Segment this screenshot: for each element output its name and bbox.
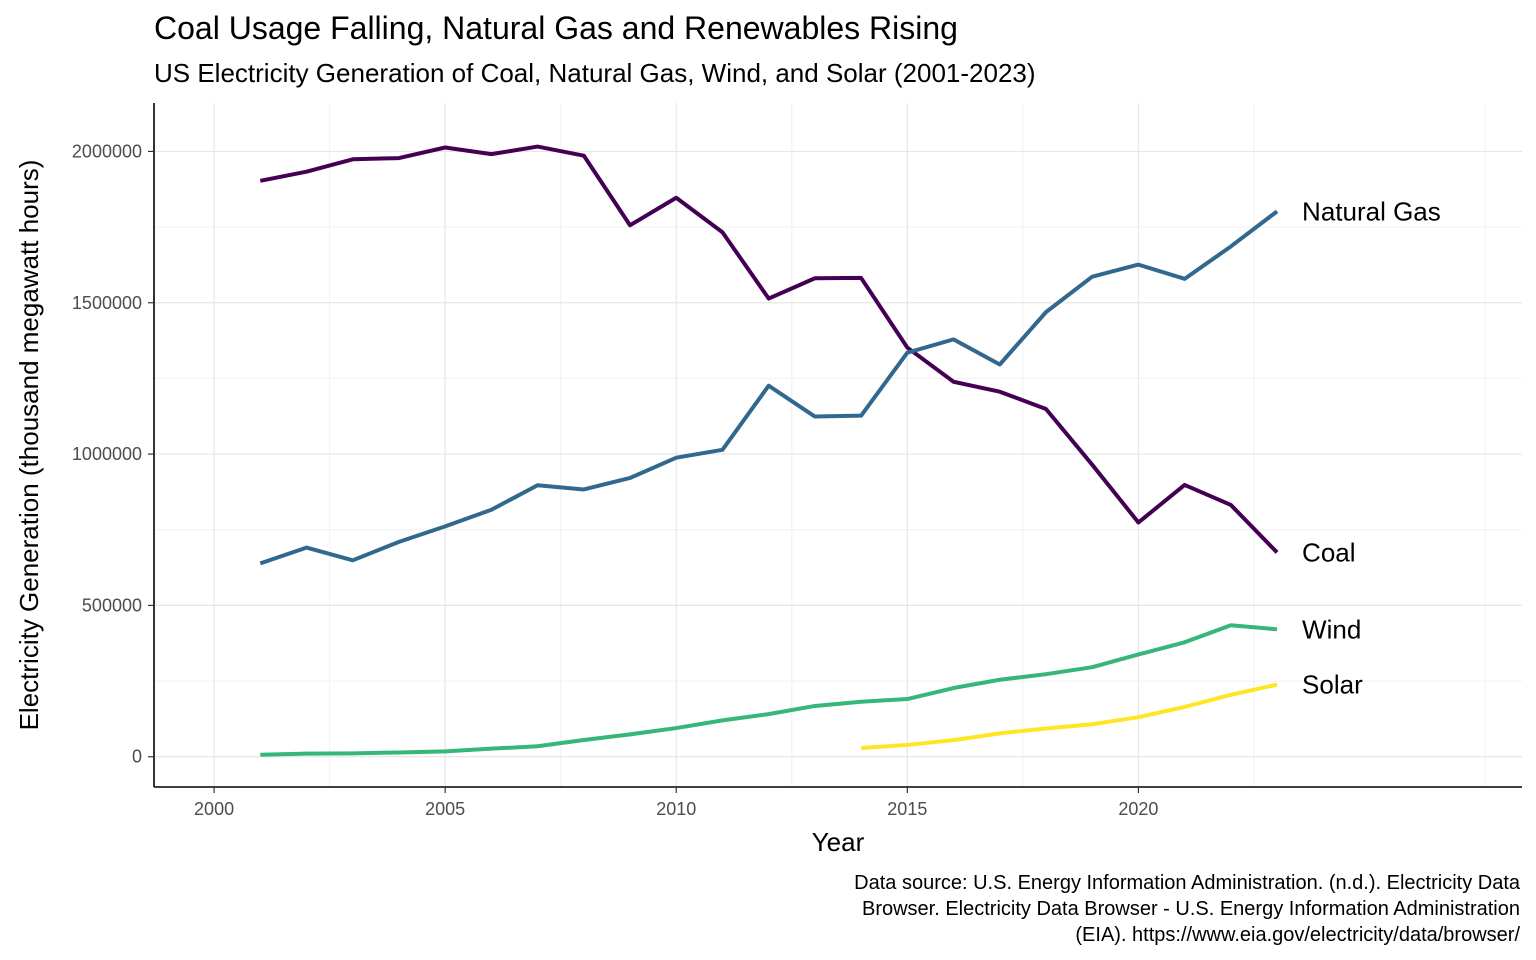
y-tick-label: 1000000 [72,444,142,464]
y-tick-label: 1500000 [72,293,142,313]
caption-line: Browser. Electricity Data Browser - U.S.… [861,898,1520,920]
y-axis-title: Electricity Generation (thousand megawat… [14,160,44,731]
x-tick-label: 2020 [1118,799,1158,819]
coal-series-line [259,144,1279,554]
axes [153,103,1522,788]
chart-subtitle: US Electricity Generation of Coal, Natur… [154,58,1036,88]
x-tick-label: 2015 [887,799,927,819]
series-lines [259,144,1279,757]
series-labels: Coal Natural Gas Wind Solar [1302,196,1441,699]
x-tick-label: 2000 [194,799,234,819]
x-axis-title: Year [812,827,865,857]
wind-series-label: Wind [1302,614,1361,644]
x-tick-label: 2010 [656,799,696,819]
solar-series-label: Solar [1302,670,1363,700]
y-tick-label: 500000 [82,595,142,615]
y-tick-label: 2000000 [72,141,142,161]
natural-gas-series-line [259,209,1279,566]
wind-series-line [260,623,1278,757]
y-tick-label: 0 [132,747,142,767]
caption-line: Data source: U.S. Energy Information Adm… [854,872,1520,894]
data-source-caption: Data source: U.S. Energy Information Adm… [854,870,1520,948]
solar-series-line [860,682,1278,750]
natural-gas-series-label: Natural Gas [1302,196,1441,226]
caption-line: (EIA). https://www.eia.gov/electricity/d… [1075,924,1520,946]
tick-labels: 2000 2005 2010 2015 2020 0 500000 1000000 150000… [72,141,1159,819]
coal-series-label: Coal [1302,537,1355,567]
x-tick-label: 2005 [425,799,465,819]
grid-lines [154,103,1522,787]
chart-title: Coal Usage Falling, Natural Gas and Rene… [154,10,958,46]
